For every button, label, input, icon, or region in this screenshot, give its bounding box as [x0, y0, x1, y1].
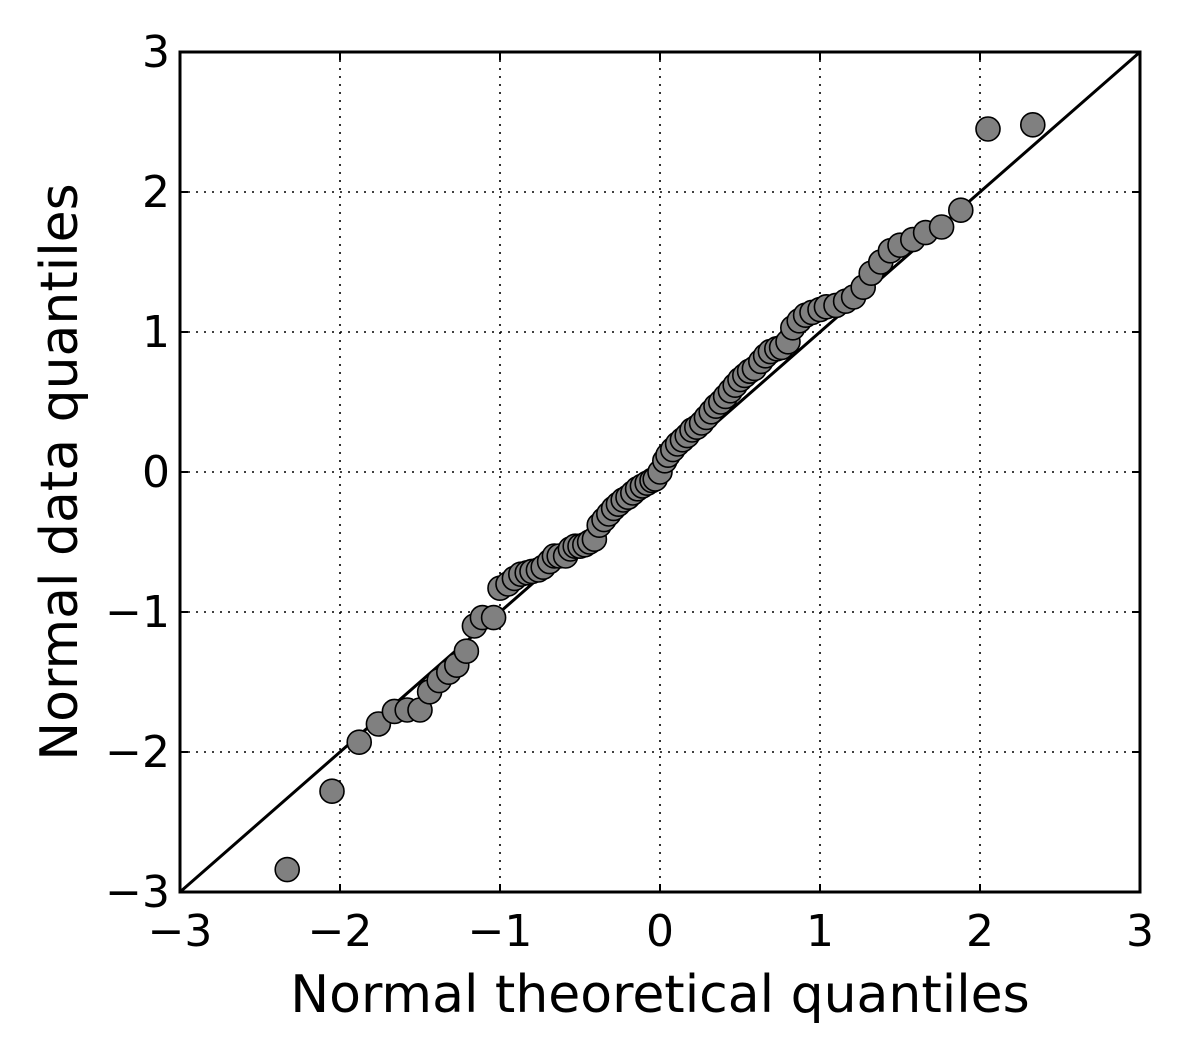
y-tick-labels: −3 −2 −1 0 1 2 3 [105, 27, 170, 918]
data-point [975, 116, 1001, 142]
x-tick-label: 0 [646, 906, 674, 957]
x-axis-label: Normal theoretical quantiles [290, 965, 1029, 1025]
data-point [274, 856, 301, 883]
x-tick-label: −3 [148, 906, 213, 957]
data-point [928, 214, 955, 240]
y-tick-label: −1 [105, 587, 170, 638]
x-tick-label: 3 [1126, 906, 1154, 957]
data-point [947, 197, 974, 223]
x-tick-label: −2 [308, 906, 373, 957]
y-tick-label: −3 [105, 867, 170, 918]
data-point [453, 638, 480, 665]
y-tick-label: −2 [105, 727, 170, 778]
data-point [346, 729, 373, 756]
y-tick-label: 1 [142, 307, 170, 358]
y-tick-label: 2 [142, 167, 170, 218]
x-tick-label: 2 [966, 906, 994, 957]
y-axis-label: Normal data quantiles [30, 183, 90, 760]
x-tick-label: −1 [468, 906, 533, 957]
y-tick-label: 0 [142, 447, 170, 498]
plot-frame [178, 50, 1142, 894]
data-points [274, 112, 1046, 883]
y-tick-label: 3 [142, 27, 170, 78]
x-tick-labels: −3 −2 −1 0 1 2 3 [148, 906, 1154, 957]
data-point [319, 778, 345, 805]
data-point [1020, 112, 1046, 138]
x-tick-label: 1 [806, 906, 834, 957]
data-point [480, 604, 507, 631]
